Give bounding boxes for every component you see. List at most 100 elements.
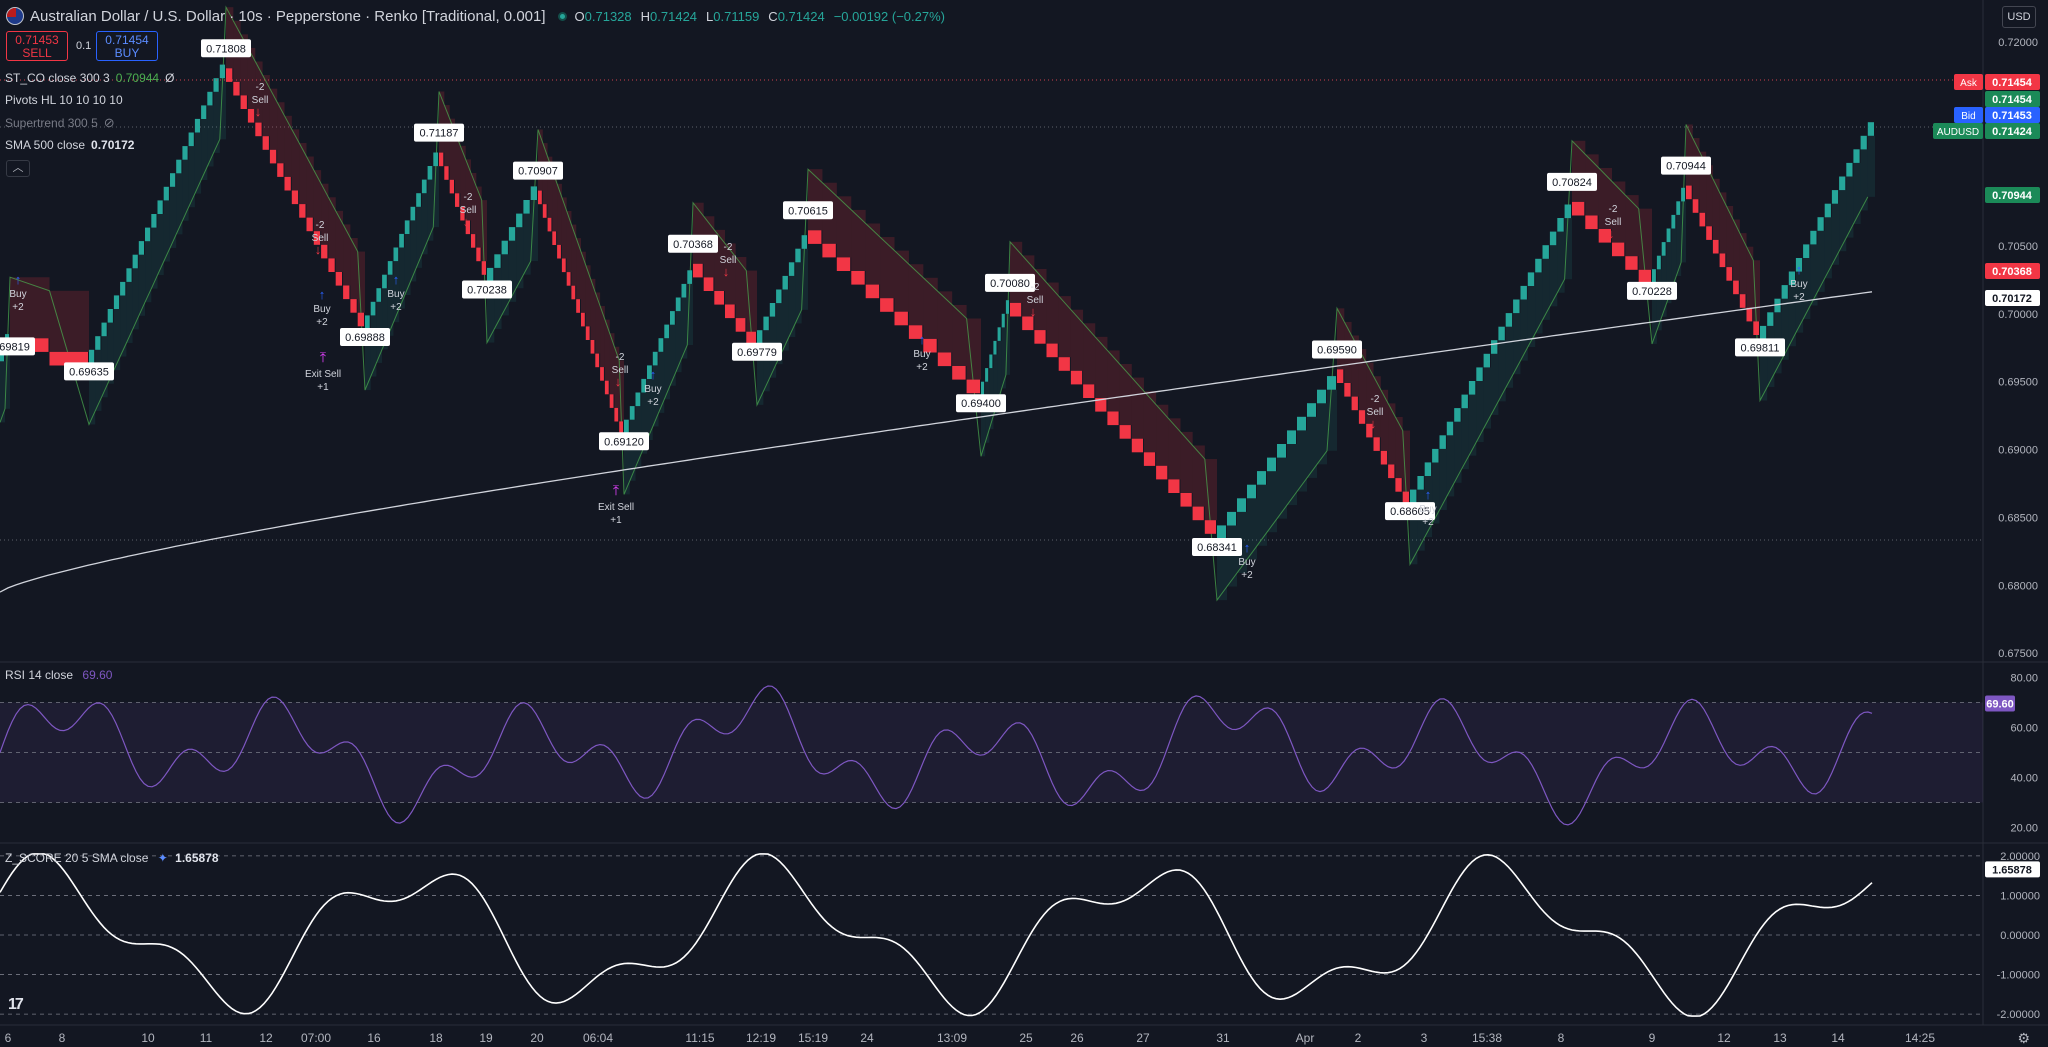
supertrend-fill	[600, 306, 605, 368]
pivot-label-box	[340, 327, 390, 346]
renko-brick	[465, 220, 470, 235]
renko-brick	[1867, 122, 1874, 136]
sell-button[interactable]: 0.71453 SELL	[6, 31, 68, 61]
legend-sma[interactable]: SMA 500 close 0.70172	[5, 138, 134, 152]
pivot-label-text: 0.69400	[961, 398, 1001, 410]
legend-supertrend[interactable]: Supertrend 300 5 ⊘	[5, 115, 115, 131]
supertrend-fill	[1719, 192, 1727, 254]
collapse-legend-button[interactable]: ︿	[6, 160, 30, 177]
supertrend-fill	[624, 433, 630, 495]
supertrend-fill	[120, 295, 127, 357]
supertrend-fill	[1410, 503, 1418, 565]
symbol-title[interactable]: Australian Dollar / U.S. Dollar · 10s · …	[30, 7, 546, 25]
renko-brick	[1753, 321, 1759, 335]
supertrend-fill	[1070, 309, 1084, 371]
renko-brick	[693, 263, 703, 278]
signal-plus2: +2	[316, 317, 328, 328]
supertrend-fill	[652, 365, 659, 427]
supertrend-fill	[219, 78, 226, 140]
hidden-eye-icon[interactable]: ⊘	[103, 115, 115, 130]
supertrend-fill	[284, 115, 292, 177]
pivot-label-text: 0.70824	[1552, 177, 1592, 189]
signal-minus2: -2	[1371, 394, 1380, 405]
signal-plus1: +1	[610, 515, 622, 526]
symbol-header: Australian Dollar / U.S. Dollar · 10s · …	[0, 5, 954, 27]
buy-button[interactable]: 0.71454 BUY	[96, 31, 158, 61]
price-axis-tick: 0.68000	[1998, 580, 2038, 592]
supertrend-fill	[240, 34, 248, 96]
time-axis-label: 20	[530, 1031, 544, 1045]
supertrend-fill	[1760, 339, 1768, 401]
renko-brick	[1022, 316, 1034, 331]
pivot-label-box	[1192, 538, 1242, 557]
time-axis-label: 3	[1421, 1031, 1428, 1045]
price-axis-tick: 0.70500	[1998, 241, 2038, 253]
renko-brick	[1380, 450, 1388, 465]
renko-brick	[421, 179, 427, 194]
supertrend-fill	[49, 290, 89, 352]
renko-brick	[735, 318, 746, 332]
legend-pivots[interactable]: Pivots HL 10 10 10 10	[5, 93, 123, 107]
signal-buy: Buy	[644, 384, 661, 395]
time-axis-label: 11	[200, 1031, 213, 1045]
supertrend-fill	[1192, 445, 1205, 507]
supertrend-fill	[10, 277, 50, 339]
time-axis-label: 10	[141, 1031, 155, 1045]
currency-button[interactable]: USD	[2002, 6, 2036, 28]
renko-brick	[1366, 423, 1373, 438]
supertrend-fill	[1337, 308, 1345, 370]
supertrend-fill	[299, 142, 307, 205]
renko-brick	[188, 132, 194, 147]
supertrend-fill	[1204, 459, 1217, 521]
supertrend-fill	[614, 346, 620, 408]
supertrend-fill	[321, 183, 329, 245]
renko-brick	[664, 324, 670, 339]
renko-brick	[335, 272, 342, 286]
renko-brick	[247, 109, 255, 123]
z-pane-title[interactable]: Z_SCORE 20 5 SMA close ✦ 1.65878	[5, 851, 219, 865]
renko-brick	[291, 190, 299, 205]
pivot-label: 0.69779	[732, 342, 782, 361]
time-axis-label: 9	[1649, 1031, 1656, 1045]
pivot-label-text: 0.69779	[737, 347, 777, 359]
supertrend-fill	[1739, 233, 1747, 295]
price-tag-value: 0.71453	[1992, 110, 2032, 122]
time-axis-label: 27	[1136, 1031, 1150, 1045]
renko-brick	[1527, 272, 1535, 286]
pivot-label: 0.71808	[201, 39, 251, 58]
time-axis-label: 12	[259, 1031, 273, 1045]
rsi-pane-title[interactable]: RSI 14 close 69.60	[5, 668, 112, 682]
supertrend-fill	[226, 7, 234, 69]
z-axis-tick: 2.00000	[2000, 851, 2040, 863]
supertrend-fill	[795, 262, 802, 324]
renko-brick	[145, 227, 151, 242]
time-axis-label: 6	[5, 1031, 12, 1045]
supertrend-fill	[1676, 214, 1682, 277]
supertrend-fill	[1612, 181, 1626, 243]
renko-brick	[1491, 340, 1498, 354]
time-axis-label: 26	[1070, 1031, 1084, 1045]
renko-brick	[670, 311, 675, 325]
pivot-label-text: 0.69590	[1317, 344, 1357, 356]
renko-brick	[1598, 229, 1611, 243]
buy-arrow-icon: ↑	[15, 272, 22, 287]
legend-st-co[interactable]: ST_CO close 300 3 0.70944 Ø	[5, 71, 174, 85]
supertrend-fill	[328, 197, 336, 259]
renko-brick	[516, 213, 523, 228]
supertrend-fill	[908, 264, 924, 326]
time-axis-label: 24	[860, 1031, 874, 1045]
settings-gear-icon[interactable]: ⚙	[2017, 1030, 2030, 1046]
renko-brick	[1351, 396, 1358, 411]
sell-arrow-icon: ↓	[463, 214, 470, 229]
supertrend-fill	[1257, 484, 1267, 546]
renko-brick	[501, 240, 508, 255]
renko-brick	[1277, 444, 1286, 458]
supertrend-fill	[421, 193, 428, 255]
supertrend-fill	[581, 251, 586, 313]
supertrend-fill	[1267, 471, 1277, 533]
renko-brick	[1083, 384, 1095, 398]
supertrend-fill	[1395, 416, 1403, 479]
tradingview-logo[interactable]: 17	[8, 996, 24, 1013]
pivot-label-box	[599, 432, 649, 451]
